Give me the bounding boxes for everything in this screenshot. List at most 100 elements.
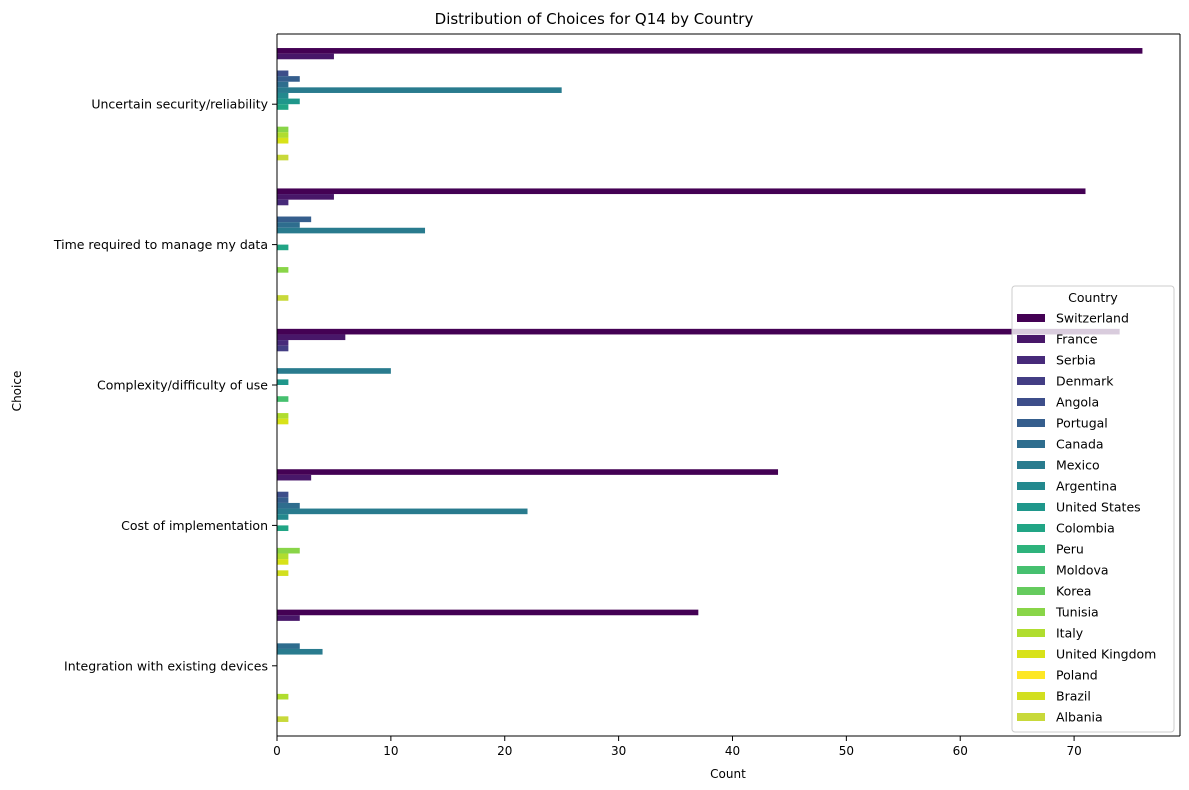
bar-argentina-uncertain-security-reliability [277, 92, 289, 99]
legend-swatch-switzerland [1017, 314, 1045, 322]
x-tick-label-0: 0 [273, 744, 281, 758]
legend-label-angola: Angola [1056, 395, 1099, 410]
bar-colombia-cost-of-implementation [277, 525, 289, 532]
bar-france-uncertain-security-reliability [277, 53, 334, 60]
legend-swatch-united-states [1017, 503, 1045, 511]
legend-label-argentina: Argentina [1056, 479, 1117, 494]
legend-label-denmark: Denmark [1056, 374, 1114, 389]
y-tick-label-cost-of-implementation: Cost of implementation [121, 518, 268, 533]
legend-swatch-denmark [1017, 377, 1045, 385]
bar-france-time-required-to-manage-my-data [277, 194, 334, 200]
legend-swatch-colombia [1017, 524, 1045, 532]
bar-moldova-complexity-difficulty-of-use [277, 396, 289, 402]
bar-brazil-cost-of-implementation [277, 570, 289, 576]
bar-denmark-complexity-difficulty-of-use [277, 345, 289, 352]
bar-canada-uncertain-security-reliability [277, 81, 289, 88]
bar-canada-time-required-to-manage-my-data [277, 222, 300, 228]
x-tick-label-20: 20 [497, 744, 512, 758]
bar-united-kingdom-cost-of-implementation [277, 559, 289, 565]
legend-label-switzerland: Switzerland [1056, 311, 1129, 326]
legend-label-korea: Korea [1056, 584, 1091, 599]
legend-label-france: France [1056, 332, 1098, 347]
legend-label-united-kingdom: United Kingdom [1056, 647, 1156, 662]
bar-portugal-cost-of-implementation [277, 497, 289, 503]
bar-canada-cost-of-implementation [277, 502, 300, 509]
bar-albania-uncertain-security-reliability [277, 154, 289, 161]
legend-swatch-canada [1017, 440, 1045, 448]
bar-italy-integration-with-existing-devices [277, 693, 289, 700]
bar-albania-integration-with-existing-devices [277, 716, 289, 722]
legend: Country Switzerland France Serbia Denmark Ang… [1011, 285, 1175, 733]
bar-france-cost-of-implementation [277, 474, 312, 481]
axes-group: 0 10 20 30 40 50 60 70 Uncertain security/reliab… [53, 33, 1181, 758]
bar-france-integration-with-existing-devices [277, 615, 300, 621]
x-tick-label-50: 50 [839, 744, 854, 758]
bar-switzerland-complexity-difficulty-of-use [277, 328, 1120, 335]
legend-swatch-tunisia [1017, 608, 1045, 616]
bar-portugal-time-required-to-manage-my-data [277, 216, 312, 223]
bar-italy-uncertain-security-reliability [277, 132, 289, 138]
legend-swatch-korea [1017, 587, 1045, 595]
y-tick-label-time-required-to-manage-my-data: Time required to manage my data [53, 237, 268, 252]
y-tick-label-complexity-difficulty-of-use: Complexity/difficulty of use [97, 378, 268, 393]
bar-united-kingdom-complexity-difficulty-of-use [277, 418, 289, 425]
legend-label-peru: Peru [1056, 542, 1084, 557]
bar-mexico-uncertain-security-reliability [277, 87, 562, 93]
legend-label-serbia: Serbia [1056, 353, 1096, 368]
legend-label-colombia: Colombia [1056, 521, 1115, 536]
bar-switzerland-uncertain-security-reliability [277, 48, 1143, 54]
bar-portugal-uncertain-security-reliability [277, 76, 300, 82]
bar-canada-integration-with-existing-devices [277, 643, 300, 649]
legend-swatch-portugal [1017, 419, 1045, 427]
x-tick-label-70: 70 [1066, 744, 1081, 758]
bar-mexico-complexity-difficulty-of-use [277, 368, 391, 374]
bar-italy-cost-of-implementation [277, 553, 289, 560]
legend-swatch-serbia [1017, 356, 1045, 364]
legend-label-poland: Poland [1056, 668, 1098, 683]
bar-united-kingdom-uncertain-security-reliability [277, 137, 289, 144]
bar-mexico-time-required-to-manage-my-data [277, 227, 426, 234]
bar-albania-time-required-to-manage-my-data [277, 295, 289, 301]
legend-label-mexico: Mexico [1056, 458, 1100, 473]
legend-label-italy: Italy [1056, 626, 1084, 641]
legend-label-albania: Albania [1056, 710, 1103, 725]
bar-france-complexity-difficulty-of-use [277, 334, 346, 341]
x-tick-label-10: 10 [383, 744, 398, 758]
bar-united-states-complexity-difficulty-of-use [277, 379, 289, 385]
bar-mexico-integration-with-existing-devices [277, 648, 323, 655]
legend-title: Country [1068, 290, 1118, 305]
legend-label-canada: Canada [1056, 437, 1104, 452]
bar-angola-uncertain-security-reliability [277, 70, 289, 77]
bar-switzerland-time-required-to-manage-my-data [277, 188, 1086, 195]
x-axis-label: Count [710, 767, 746, 781]
legend-swatch-united-kingdom [1017, 650, 1045, 658]
bar-colombia-time-required-to-manage-my-data [277, 244, 289, 251]
y-axis-label: Choice [10, 371, 24, 412]
legend-swatch-brazil [1017, 692, 1045, 700]
x-tick-label-30: 30 [611, 744, 626, 758]
legend-swatch-albania [1017, 713, 1045, 721]
y-tick-label-integration-with-existing-devices: Integration with existing devices [64, 658, 268, 673]
bar-angola-cost-of-implementation [277, 491, 289, 498]
legend-label-portugal: Portugal [1056, 416, 1108, 431]
legend-label-united-states: United States [1056, 500, 1141, 515]
legend-swatch-argentina [1017, 482, 1045, 490]
legend-swatch-poland [1017, 671, 1045, 679]
legend-swatch-italy [1017, 629, 1045, 637]
bar-colombia-uncertain-security-reliability [277, 104, 289, 110]
bar-italy-complexity-difficulty-of-use [277, 413, 289, 419]
bar-serbia-time-required-to-manage-my-data [277, 199, 289, 206]
legend-swatch-france [1017, 335, 1045, 343]
bar-tunisia-time-required-to-manage-my-data [277, 267, 289, 273]
bar-serbia-complexity-difficulty-of-use [277, 340, 289, 346]
y-tick-label-uncertain-security-reliability: Uncertain security/reliability [91, 97, 268, 112]
legend-swatch-mexico [1017, 461, 1045, 469]
bar-argentina-cost-of-implementation [277, 514, 289, 520]
bar-switzerland-cost-of-implementation [277, 469, 779, 475]
legend-swatch-peru [1017, 545, 1045, 553]
legend-swatch-angola [1017, 398, 1045, 406]
legend-swatch-moldova [1017, 566, 1045, 574]
bar-switzerland-integration-with-existing-devices [277, 609, 699, 616]
